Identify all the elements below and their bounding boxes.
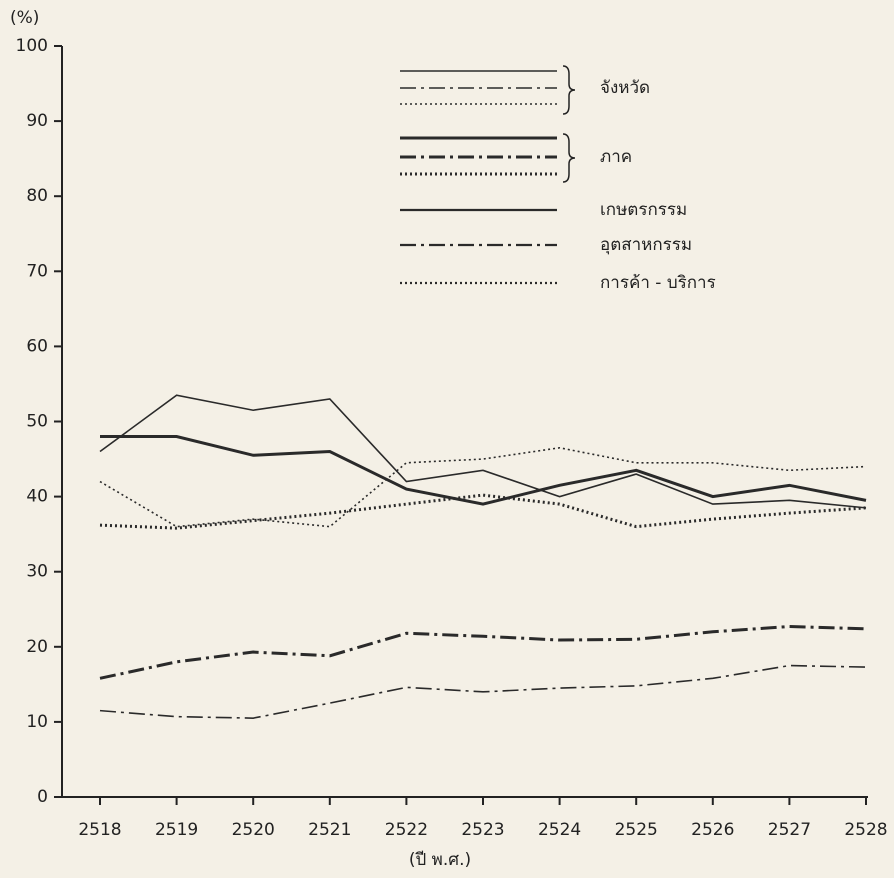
x-axis-label: (ปี พ.ศ.) (409, 850, 471, 870)
x-tick-label: 2518 (78, 820, 121, 840)
x-tick-label: 2525 (615, 820, 658, 840)
y-tick-label: 40 (26, 487, 48, 507)
line-series (99, 446, 867, 528)
line-series (100, 435, 867, 506)
line-series (99, 394, 867, 509)
x-tick-label: 2524 (538, 820, 581, 840)
y-tick-label: 70 (26, 261, 48, 281)
legend-sector-label: อุตสาหกรรม (600, 235, 692, 255)
x-tick-label: 2522 (385, 820, 428, 840)
y-tick-label: 0 (37, 787, 48, 807)
y-tick-label: 60 (26, 336, 48, 356)
x-tick-label: 2519 (155, 820, 198, 840)
y-tick-label: 10 (26, 712, 48, 732)
legend-bracket (562, 65, 576, 115)
legend-sector-label: การค้า - บริการ (600, 273, 716, 293)
y-axis-label: (%) (10, 8, 39, 28)
y-tick-label: 30 (26, 562, 48, 582)
y-tick-label: 90 (26, 111, 48, 131)
x-tick-label: 2528 (844, 820, 887, 840)
y-tick-label: 100 (16, 36, 48, 56)
y-tick-label: 80 (26, 186, 48, 206)
x-tick-label: 2526 (691, 820, 734, 840)
x-tick-label: 2520 (232, 820, 275, 840)
legend-group-label: ภาค (600, 147, 632, 167)
line-series (99, 625, 867, 680)
legend-sector-label: เกษตรกรรม (600, 200, 687, 220)
x-tick-label: 2521 (308, 820, 351, 840)
line-series (99, 664, 867, 719)
x-tick-label: 2527 (768, 820, 811, 840)
legend-group-label: จังหวัด (600, 78, 650, 98)
y-tick-label: 50 (26, 412, 48, 432)
legend-bracket (562, 133, 576, 183)
x-tick-label: 2523 (461, 820, 504, 840)
y-tick-label: 20 (26, 637, 48, 657)
